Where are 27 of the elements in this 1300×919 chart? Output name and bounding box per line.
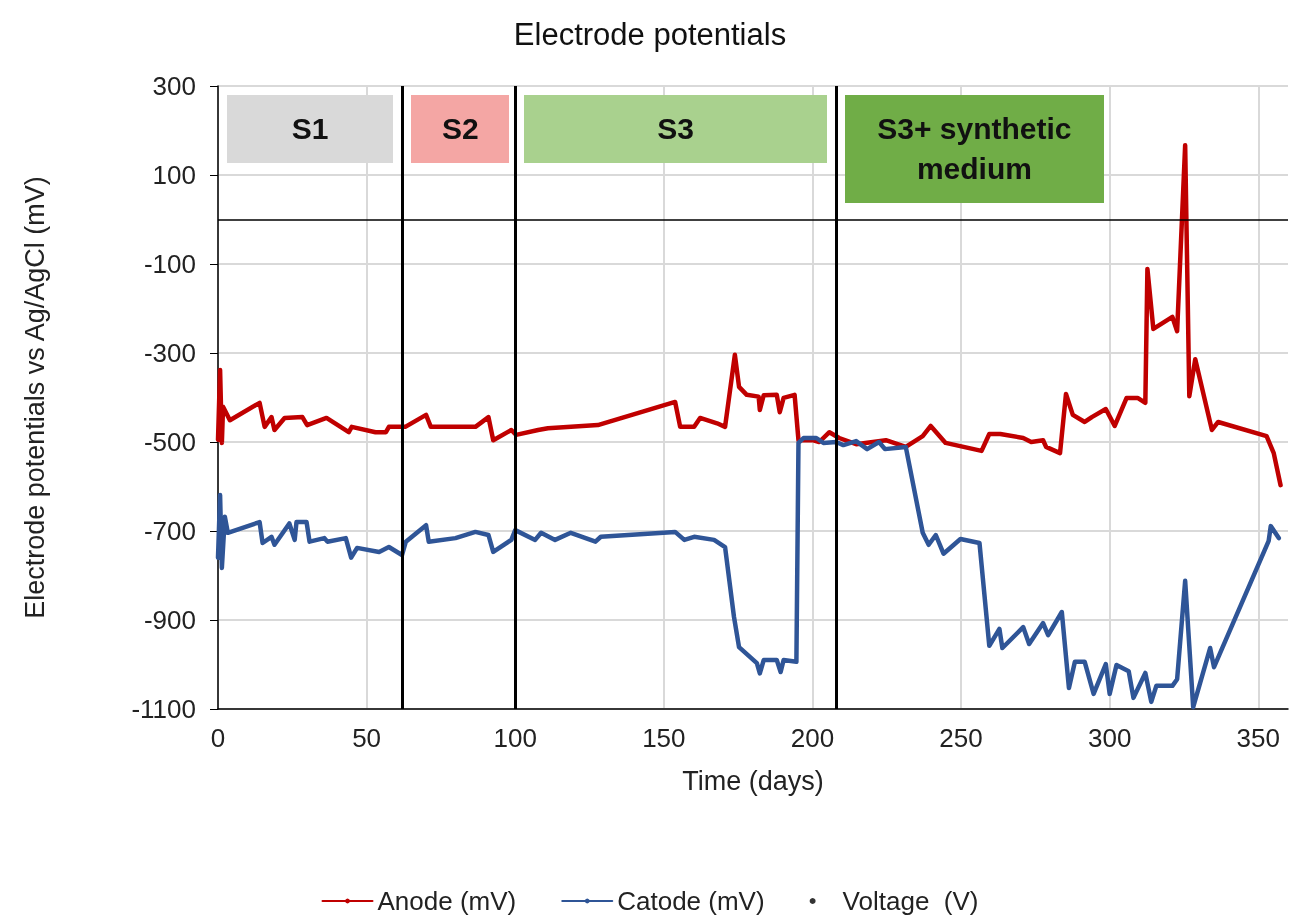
chart-title: Electrode potentials: [513, 17, 787, 52]
y-tick-label: -1100: [131, 694, 196, 724]
x-tick-label: 300: [1087, 723, 1132, 753]
legend-label: Catode (mV): [617, 886, 765, 916]
y-tick-label: -100: [143, 249, 196, 279]
x-tick-label: 200: [790, 723, 835, 753]
phase-label: S2: [411, 95, 510, 163]
x-axis-title: Time (days): [682, 765, 824, 796]
x-tick-label: 50: [352, 723, 382, 753]
y-axis-title: Electrode potentials vs Ag/AgCl (mV): [19, 176, 50, 619]
x-tick-label: 150: [642, 723, 686, 753]
y-tick-label: 100: [152, 160, 196, 190]
phase-label: S1: [226, 95, 394, 163]
legend-label: Anode (mV): [377, 886, 517, 916]
x-tick-label: 250: [939, 723, 983, 753]
y-tick-label: 300: [152, 71, 196, 101]
x-tick-label: 100: [493, 723, 537, 753]
x-tick-label: 0: [210, 723, 226, 753]
phase-label: S3: [524, 95, 828, 163]
y-tick-label: -500: [143, 427, 196, 457]
legend-label: Voltage (V): [842, 886, 979, 916]
y-tick-label: -900: [143, 605, 196, 635]
x-tick-label: 350: [1236, 723, 1280, 753]
y-tick-label: -700: [143, 516, 196, 546]
phase-label: S3+ synthetic medium: [845, 95, 1104, 203]
y-tick-label: -300: [143, 338, 196, 368]
line-series: [215, 435, 1282, 710]
